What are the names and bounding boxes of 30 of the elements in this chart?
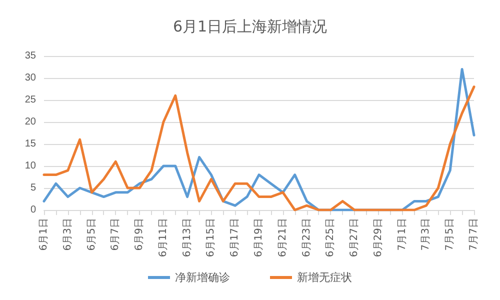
x-tick-label: 6月17日	[230, 218, 241, 258]
x-tick-label: 6月9日	[134, 218, 146, 251]
x-tick-label: 6月3日	[62, 218, 74, 251]
y-tick-label: 25	[24, 94, 36, 106]
legend-label: 新增无症状	[297, 271, 352, 284]
x-tick-label: 6月29日	[372, 218, 384, 258]
y-tick-label: 30	[24, 72, 36, 84]
y-tick-label: 0	[30, 204, 36, 216]
x-tick-label: 6月1日	[38, 218, 50, 251]
x-tick-label: 6月15日	[206, 218, 217, 258]
y-tick-label: 10	[24, 160, 36, 172]
x-tick-label: 6月5日	[86, 218, 98, 251]
x-tick-label: 6月21日	[277, 218, 288, 258]
x-tick-label: 6月13日	[182, 218, 193, 258]
x-tick-label: 6月11日	[158, 218, 169, 258]
x-tick-label: 6月19日	[254, 218, 264, 258]
y-tick-label: 20	[24, 116, 36, 128]
y-tick-label: 15	[24, 138, 36, 150]
x-tick-label: 7月5日	[444, 218, 456, 251]
x-tick-label: 6月7日	[110, 218, 122, 251]
x-tick-label: 7月3日	[420, 218, 432, 251]
x-tick-label: 6月23日	[301, 218, 312, 258]
y-tick-label: 5	[30, 182, 36, 194]
x-tick-label: 7月1日	[396, 218, 408, 251]
x-tick-label: 7月7日	[468, 218, 480, 251]
x-tick-label: 6月27日	[349, 218, 360, 258]
chart-title: 6月1日后上海新增情况	[172, 18, 328, 36]
x-tick-label: 6月25日	[325, 218, 336, 258]
y-tick-label: 35	[24, 50, 36, 62]
legend-label: 净新增确诊	[175, 271, 230, 284]
